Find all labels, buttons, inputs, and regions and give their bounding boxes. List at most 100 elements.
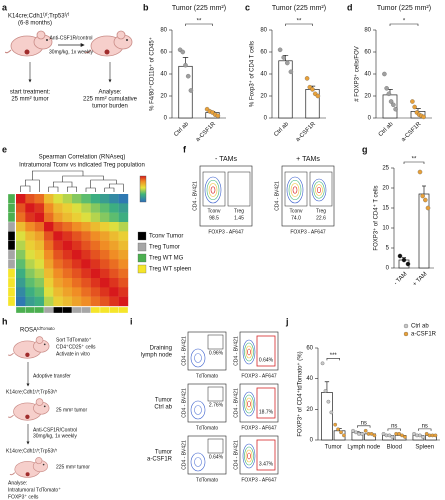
heatmap-cell (62, 212, 73, 223)
row-name: Tumor (155, 450, 172, 456)
data-point (288, 69, 294, 75)
gate (227, 171, 251, 207)
axis-label: FOXP3 - AF647 (241, 477, 277, 483)
x-tick-label: Lymph node (347, 445, 380, 451)
heatmap-cell (16, 259, 26, 269)
data-point (423, 197, 428, 203)
heatmap-cell (72, 268, 82, 279)
density (242, 443, 256, 469)
density (190, 452, 206, 472)
heatmap-cell (25, 194, 35, 204)
genotype: K14cre;Cdh1ᶠ/ᶠ;Trp53ᶠ/ᶠ (8, 13, 70, 20)
gate-value: 2.76% (209, 402, 224, 408)
data-point (354, 430, 358, 435)
axis-label: CD4 - BV421 (233, 388, 239, 418)
heatmap-cell (62, 203, 73, 213)
density (244, 446, 254, 466)
axis-label: FOXP3 - AF647 (208, 229, 244, 235)
data-point (326, 399, 331, 404)
heatmap-cell (81, 278, 91, 288)
significance-bracket (357, 425, 371, 428)
heatmap-cell (34, 212, 45, 223)
plot-frame (187, 331, 227, 371)
data-point (185, 73, 191, 79)
heatmap-cell (34, 231, 45, 241)
density (242, 339, 256, 365)
heatmap-cell (53, 203, 63, 213)
density (286, 176, 304, 204)
density (210, 186, 216, 194)
gate (202, 171, 226, 207)
y-tick-label: 40 (306, 376, 313, 382)
heatmap-cell (62, 287, 73, 297)
heatmap-cell (62, 250, 73, 260)
group-bar (25, 306, 35, 314)
heatmap-cell (90, 231, 101, 241)
heatmap-cell (100, 287, 110, 297)
axis-label: CD4 - BV421 (181, 388, 187, 418)
row-name: Draining (150, 346, 172, 352)
heatmap-cell (81, 194, 91, 204)
analyse-note: 225 mm² cumulative (83, 97, 138, 103)
y-tick-label: 20 (260, 94, 267, 100)
bar (382, 94, 398, 119)
data-point (329, 410, 334, 415)
heatmap-cell (44, 259, 54, 269)
heatmap-cell (34, 250, 45, 260)
y-tick-label: 20 (364, 94, 371, 100)
heatmap-cell (90, 212, 101, 223)
heatmap-cell (118, 259, 129, 269)
data-point (339, 430, 343, 435)
heatmap-cell (16, 194, 26, 204)
data-point (351, 428, 355, 433)
plot-frame (187, 435, 227, 475)
data-point (363, 428, 368, 433)
data-point (393, 106, 398, 112)
legend-label: Treg WT MG (149, 256, 184, 262)
axis-label: FOXP3 - AF647 (241, 425, 277, 431)
y-tick-label: 60 (160, 50, 167, 56)
legend-swatch (137, 264, 147, 274)
gate (284, 171, 308, 207)
heatmap-cell (44, 212, 54, 223)
heatmap-cell (100, 231, 110, 241)
gate (256, 387, 276, 419)
density (292, 186, 298, 194)
heatmap-cell (16, 250, 26, 260)
group-bar (71, 306, 82, 314)
y-tick-label: 10 (382, 226, 389, 232)
row-name: a-CSF1R (147, 457, 173, 463)
density (190, 348, 206, 368)
density (315, 184, 323, 196)
treatment: 30mg/kg, 1x weekly (33, 433, 77, 439)
panel-letter: f (183, 144, 187, 154)
heatmap-cell (25, 212, 35, 223)
density (208, 183, 218, 197)
density (316, 186, 322, 194)
plot-frame (239, 331, 279, 371)
density (190, 400, 206, 420)
heatmap-cell (16, 231, 26, 241)
panel-letter: c (245, 2, 250, 12)
plot-frame (281, 165, 335, 227)
heatmap-cell (109, 240, 119, 251)
color-key (139, 175, 147, 203)
data-point (417, 169, 423, 175)
x-tick-label: Ctrl ab (273, 121, 290, 138)
heatmap-cell (81, 203, 91, 213)
heatmap-cell (118, 231, 129, 241)
x-tick-label: + TAM (412, 271, 428, 287)
heatmap-cell (90, 222, 101, 232)
data-point (369, 432, 374, 436)
heatmap-cell (90, 240, 101, 251)
legend-label: Tconv Tumor (149, 234, 183, 240)
heatmap-cell (34, 222, 45, 232)
legend-swatch (137, 242, 147, 252)
heatmap-cell (62, 194, 73, 204)
heatmap-cell (16, 240, 26, 251)
heatmap-cell (16, 222, 26, 232)
gate-value: 98.5 (209, 215, 219, 221)
chart-title: Tumor (225 mm²) (272, 5, 326, 12)
data-point (400, 433, 404, 438)
bar (321, 392, 333, 441)
